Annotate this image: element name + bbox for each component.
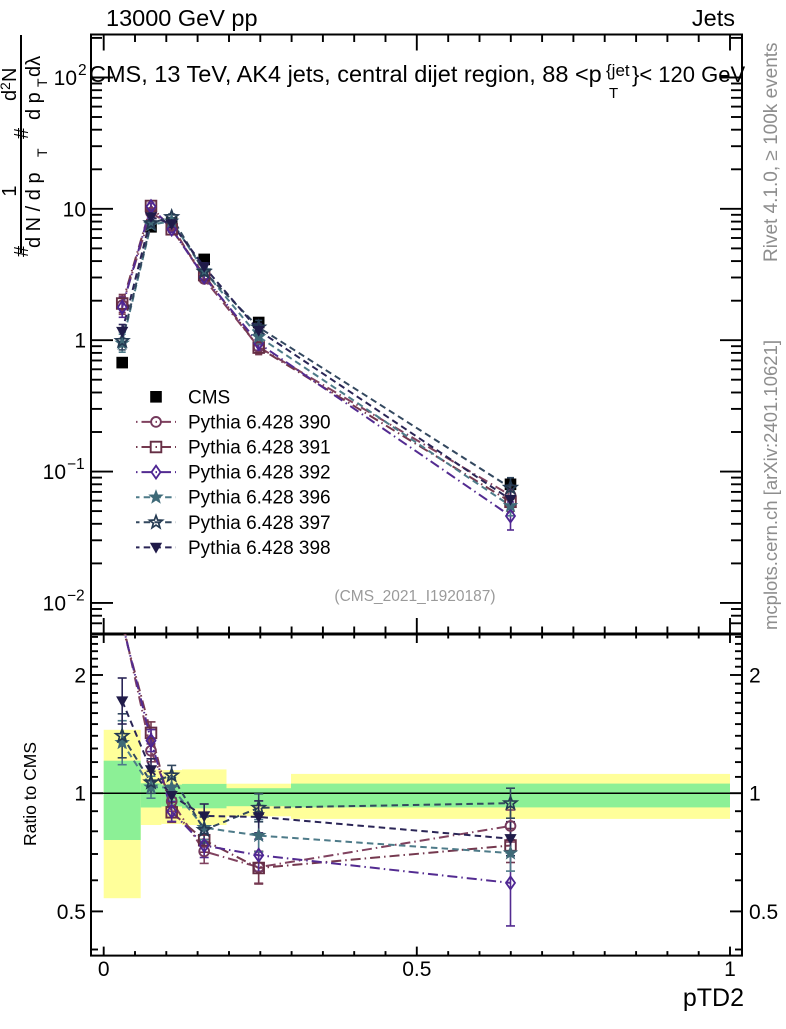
svg-text:−1: −1 [67, 456, 85, 473]
svg-text:0: 0 [98, 958, 110, 981]
svg-text:2: 2 [749, 665, 761, 688]
svg-text:Rivet 4.1.0, ≥ 100k events: Rivet 4.1.0, ≥ 100k events [761, 42, 782, 262]
svg-text:0.5: 0.5 [402, 958, 431, 981]
svg-text:mcplots.cern.ch [arXiv:2401.10: mcplots.cern.ch [arXiv:2401.10621] [760, 340, 781, 630]
svg-text:Pythia 6.428 397: Pythia 6.428 397 [188, 513, 331, 534]
svg-text:d p: d p [23, 92, 45, 120]
svg-text:1: 1 [724, 958, 736, 981]
svg-text:Pythia 6.428 391: Pythia 6.428 391 [188, 438, 331, 459]
svg-text:Pythia 6.428 392: Pythia 6.428 392 [188, 463, 331, 484]
svg-text:CMS: CMS [188, 387, 230, 408]
svg-text:2: 2 [78, 62, 87, 79]
svg-text:d N / d p: d N / d p [23, 172, 45, 248]
svg-text:T: T [34, 78, 50, 87]
svg-text:Pythia 6.428 396: Pythia 6.428 396 [188, 488, 331, 509]
svg-text:d: d [0, 90, 21, 101]
svg-text:pTD2: pTD2 [683, 984, 744, 1012]
svg-text:Pythia 6.428 390: Pythia 6.428 390 [188, 412, 331, 433]
svg-text:(CMS_2021_I1920187): (CMS_2021_I1920187) [334, 588, 495, 605]
svg-text:2: 2 [0, 82, 13, 90]
svg-text:10: 10 [54, 67, 77, 90]
svg-text:13000 GeV pp: 13000 GeV pp [106, 5, 258, 31]
svg-text:N: N [0, 68, 21, 82]
svg-text:0.5: 0.5 [749, 901, 778, 924]
svg-text:0.5: 0.5 [57, 901, 86, 924]
svg-text:10: 10 [43, 461, 66, 484]
svg-text:10: 10 [43, 592, 66, 615]
svg-text:−2: −2 [67, 587, 85, 604]
svg-text:{jet: {jet [606, 61, 630, 80]
svg-text:T: T [609, 85, 618, 102]
svg-text:CMS, 13 TeV, AK4 jets, central: CMS, 13 TeV, AK4 jets, central dijet reg… [89, 61, 602, 87]
svg-text:2: 2 [74, 665, 86, 688]
svg-text:}< 120 GeV: }< 120 GeV [632, 62, 745, 87]
svg-text:#: # [11, 245, 33, 257]
svg-text:1: 1 [74, 330, 86, 353]
svg-text:Jets: Jets [692, 5, 735, 31]
svg-text:#: # [11, 127, 33, 139]
svg-text:dλ: dλ [23, 56, 45, 77]
svg-text:10: 10 [63, 198, 86, 221]
svg-text:Pythia 6.428 398: Pythia 6.428 398 [188, 538, 331, 559]
svg-text:1: 1 [74, 783, 86, 806]
svg-text:1: 1 [749, 783, 761, 806]
svg-text:1: 1 [0, 185, 21, 196]
svg-text:T: T [34, 148, 50, 157]
svg-text:Ratio to CMS: Ratio to CMS [20, 742, 40, 846]
